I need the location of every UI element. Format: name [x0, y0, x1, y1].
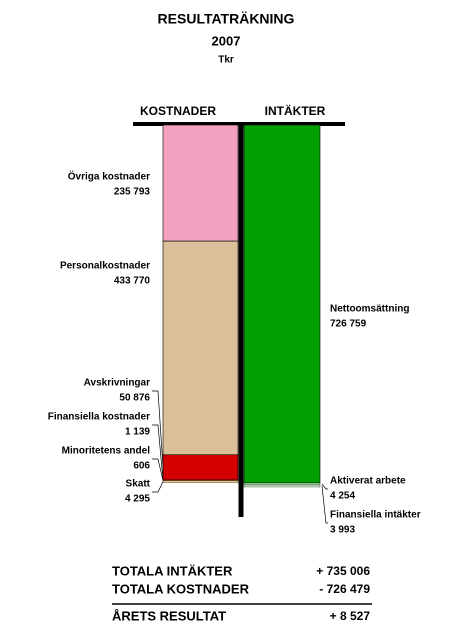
chart-title: RESULTATRÄKNING	[158, 11, 295, 27]
unit-label: Tkr	[218, 55, 234, 66]
segment-name: Personalkostnader	[60, 261, 150, 272]
segment-value: 1 139	[125, 427, 150, 438]
bar-segment	[162, 124, 239, 242]
total-value: + 735 006	[316, 564, 370, 578]
segment-name: Aktiverat arbete	[330, 476, 406, 487]
leader-line	[321, 485, 328, 524]
segment-name: Finansiella intäkter	[330, 510, 421, 521]
leader-line	[152, 458, 164, 481]
segment-value: 726 759	[330, 319, 367, 330]
category-header: KOSTNADER	[140, 104, 216, 118]
total-label: TOTALA INTÄKTER	[112, 563, 233, 578]
segment-value: 235 793	[114, 187, 151, 198]
segment-name: Minoritetens andel	[62, 446, 151, 457]
total-label: TOTALA KOSTNADER	[112, 581, 250, 596]
category-header: INTÄKTER	[265, 103, 326, 118]
segment-name: Avskrivningar	[84, 378, 150, 389]
total-value: + 8 527	[330, 609, 371, 623]
segment-value: 50 876	[119, 393, 150, 404]
bar-segment	[162, 240, 239, 456]
bar-segment	[162, 454, 239, 481]
bar-segment	[243, 484, 321, 488]
segment-name: Övriga kostnader	[68, 170, 150, 183]
segment-name: Finansiella kostnader	[48, 412, 150, 423]
segment-name: Skatt	[126, 479, 151, 490]
bar-segment	[243, 482, 321, 486]
chart-subtitle: 2007	[212, 33, 241, 48]
segment-value: 4 295	[125, 494, 150, 505]
leader-line	[152, 390, 164, 468]
segment-name: Nettoomsättning	[330, 304, 409, 315]
segment-value: 433 770	[114, 276, 151, 287]
total-value: - 726 479	[319, 582, 370, 596]
leader-line	[152, 481, 164, 493]
segment-value: 606	[133, 461, 150, 472]
total-label: ÅRETS RESULTAT	[112, 608, 226, 623]
bar-segment	[162, 480, 239, 483]
segment-value: 4 254	[330, 491, 355, 502]
segment-value: 3 993	[330, 525, 355, 536]
bar-segment	[243, 124, 321, 484]
leader-line	[152, 424, 164, 481]
leader-line	[321, 483, 328, 490]
